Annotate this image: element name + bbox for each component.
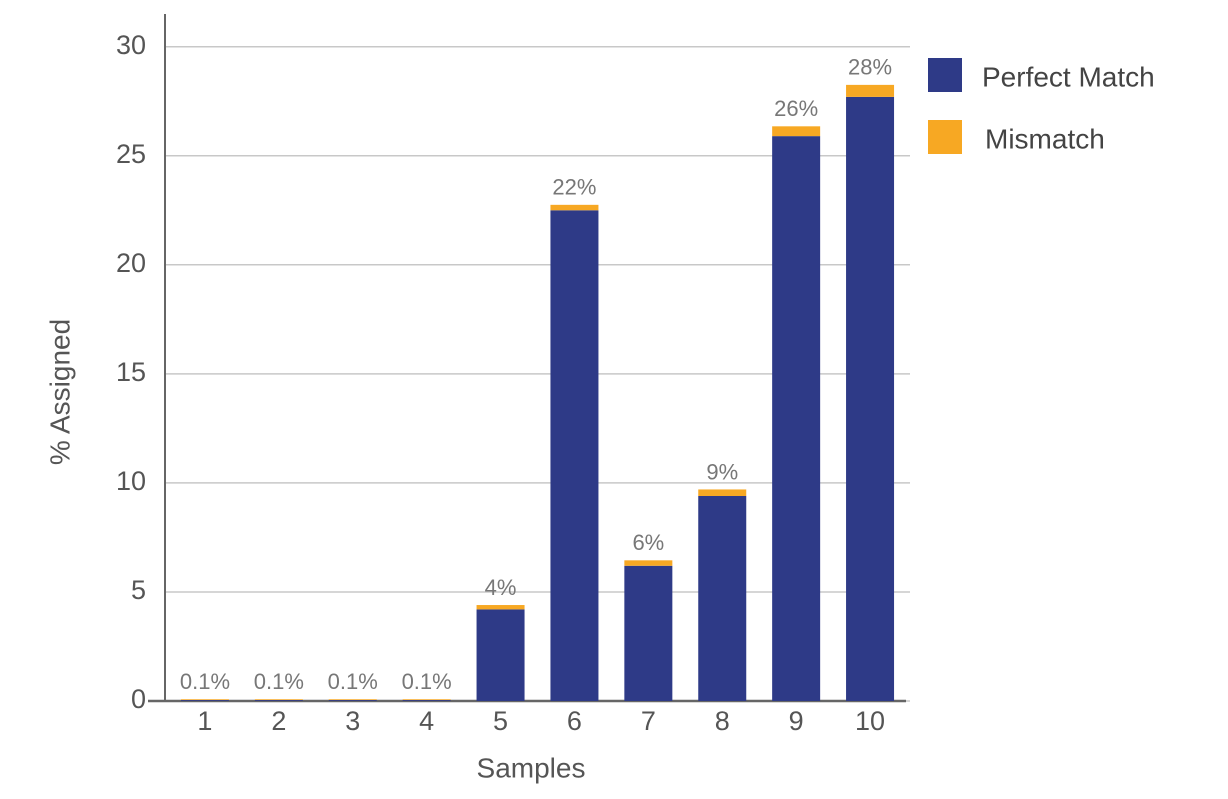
value-label: 9% <box>706 459 738 484</box>
x-tick-label: 5 <box>493 706 508 736</box>
x-tick-label: 2 <box>271 706 286 736</box>
value-label: 6% <box>632 530 664 555</box>
bar-segment <box>624 565 673 701</box>
x-tick-label: 10 <box>855 706 885 736</box>
value-label: 0.1% <box>328 669 378 694</box>
x-tick-label: 6 <box>567 706 582 736</box>
x-tick-label: 4 <box>419 706 434 736</box>
bar-segment <box>328 699 377 701</box>
bar-segment <box>698 489 747 496</box>
legend-label: Perfect Match <box>982 61 1155 92</box>
value-label: 0.1% <box>402 669 452 694</box>
value-label: 26% <box>774 96 818 121</box>
bar-segment <box>550 204 599 211</box>
y-tick-label: 5 <box>131 575 146 605</box>
legend-label: Mismatch <box>985 123 1105 154</box>
y-tick-label: 15 <box>116 357 146 387</box>
bar-segment <box>476 609 525 701</box>
bar-segment <box>180 699 229 701</box>
bar-segment <box>402 699 451 701</box>
y-axis-title: % Assigned <box>44 319 75 465</box>
value-label: 28% <box>848 55 892 80</box>
bar-segment <box>846 84 895 97</box>
bar-segment <box>624 560 673 566</box>
y-tick-label: 0 <box>131 684 146 714</box>
bar-segment <box>328 699 377 701</box>
x-tick-label: 7 <box>641 706 656 736</box>
bar-segment <box>846 96 895 701</box>
bar-segment <box>180 699 229 701</box>
y-tick-label: 30 <box>116 30 146 60</box>
value-label: 4% <box>485 575 517 600</box>
x-tick-label: 8 <box>715 706 730 736</box>
value-label: 0.1% <box>254 669 304 694</box>
y-tick-label: 25 <box>116 139 146 169</box>
x-tick-label: 3 <box>345 706 360 736</box>
bar-segment <box>772 136 821 702</box>
value-label: 22% <box>552 175 596 200</box>
legend-swatch <box>928 120 962 154</box>
x-axis-title: Samples <box>477 752 586 783</box>
value-label: 0.1% <box>180 669 230 694</box>
bar-segment <box>402 699 451 701</box>
x-tick-label: 9 <box>789 706 804 736</box>
bar-segment <box>254 699 303 701</box>
legend-swatch <box>928 58 962 92</box>
bar-segment <box>476 605 525 610</box>
y-tick-label: 20 <box>116 248 146 278</box>
bar-segment <box>698 495 747 701</box>
bar-segment <box>550 210 599 702</box>
bar-segment <box>254 699 303 701</box>
bar-segment <box>772 126 821 137</box>
y-tick-label: 10 <box>116 466 146 496</box>
x-tick-label: 1 <box>197 706 212 736</box>
